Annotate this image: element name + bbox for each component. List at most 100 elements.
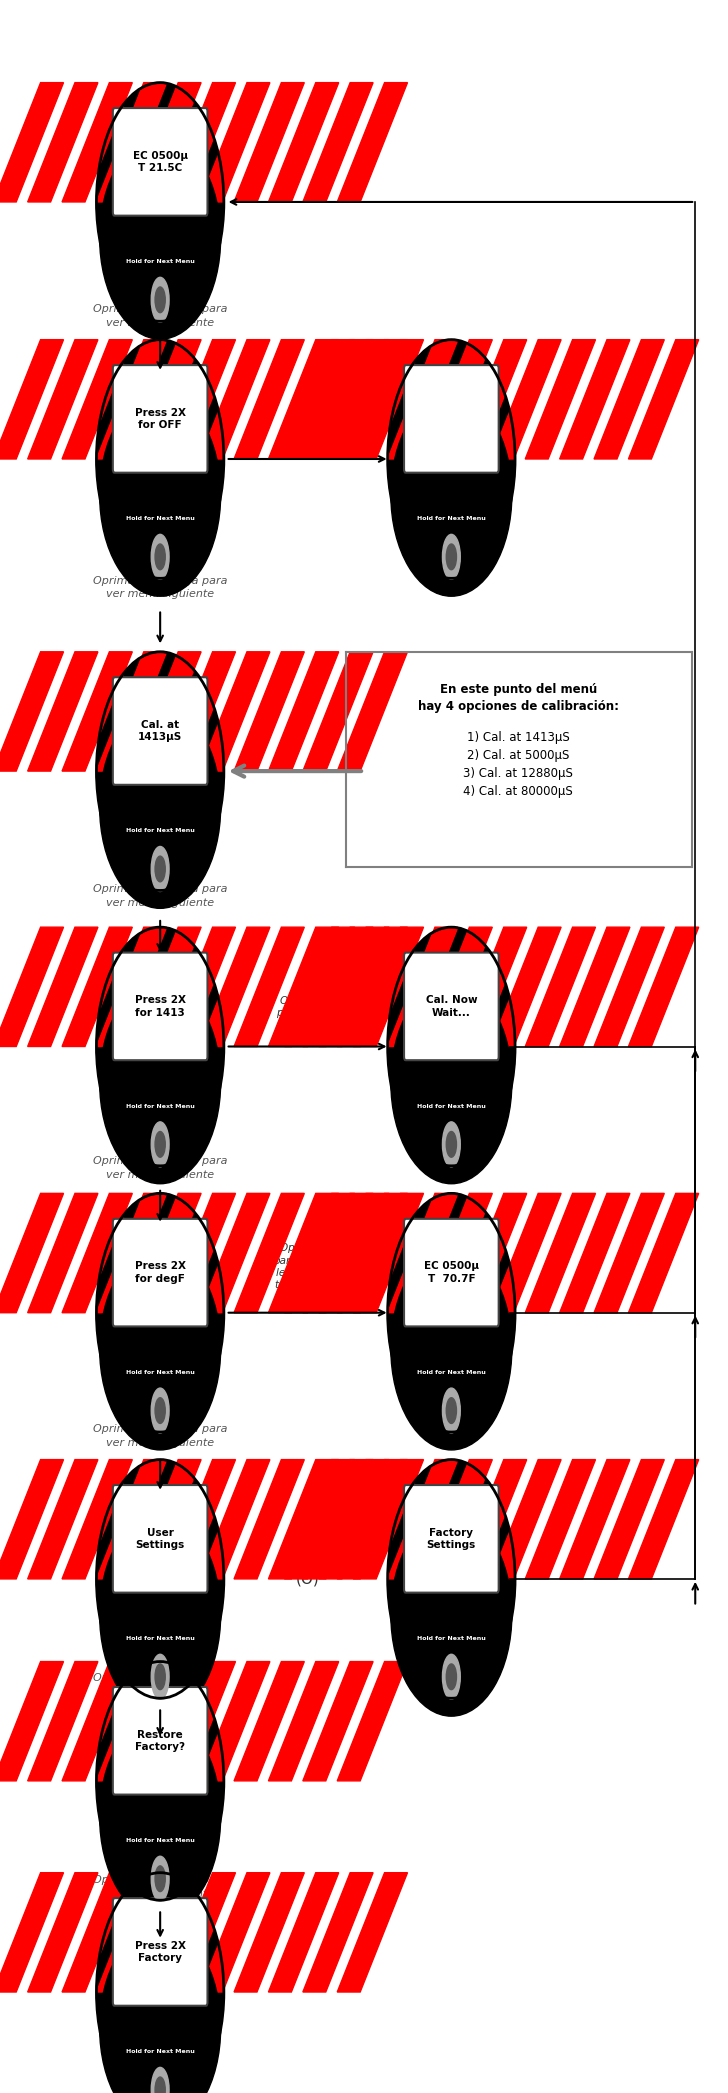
Polygon shape bbox=[269, 927, 339, 1046]
FancyBboxPatch shape bbox=[113, 109, 207, 216]
Text: Hold for Next Menu: Hold for Next Menu bbox=[417, 517, 486, 521]
Polygon shape bbox=[319, 339, 389, 458]
Polygon shape bbox=[353, 927, 424, 1046]
Polygon shape bbox=[594, 339, 664, 458]
Circle shape bbox=[155, 2076, 165, 2093]
Polygon shape bbox=[165, 651, 236, 770]
Polygon shape bbox=[199, 339, 270, 458]
Polygon shape bbox=[131, 1193, 201, 1312]
Polygon shape bbox=[199, 82, 270, 201]
Ellipse shape bbox=[100, 1513, 221, 1716]
Circle shape bbox=[446, 1398, 456, 1423]
Ellipse shape bbox=[100, 1247, 221, 1450]
Text: Oprima y sostenga para
ver menú siguiente: Oprima y sostenga para ver menú siguient… bbox=[93, 303, 227, 329]
Polygon shape bbox=[62, 1459, 132, 1578]
Polygon shape bbox=[234, 1459, 304, 1578]
FancyBboxPatch shape bbox=[113, 1218, 207, 1327]
Polygon shape bbox=[269, 82, 339, 201]
Polygon shape bbox=[456, 1459, 527, 1578]
Polygon shape bbox=[560, 339, 630, 458]
FancyBboxPatch shape bbox=[404, 1218, 499, 1327]
Polygon shape bbox=[0, 927, 63, 1046]
Text: Press 2X
for degF: Press 2X for degF bbox=[135, 1262, 186, 1283]
Ellipse shape bbox=[100, 136, 221, 339]
Ellipse shape bbox=[96, 1662, 223, 1900]
FancyBboxPatch shape bbox=[404, 364, 499, 473]
Polygon shape bbox=[234, 82, 304, 201]
Polygon shape bbox=[303, 1873, 373, 1993]
Circle shape bbox=[151, 534, 169, 580]
Polygon shape bbox=[337, 339, 408, 458]
Ellipse shape bbox=[100, 1926, 221, 2093]
Polygon shape bbox=[96, 1873, 167, 1993]
Polygon shape bbox=[560, 1193, 630, 1312]
Text: Oprima y sostenga para
ver menú siguiente: Oprima y sostenga para ver menú siguient… bbox=[93, 576, 227, 599]
Polygon shape bbox=[526, 1193, 596, 1312]
Circle shape bbox=[446, 1132, 456, 1157]
Polygon shape bbox=[628, 339, 699, 458]
Polygon shape bbox=[165, 1873, 236, 1993]
Ellipse shape bbox=[100, 982, 221, 1185]
Text: Hold for Next Menu: Hold for Next Menu bbox=[417, 1371, 486, 1375]
Text: Oprima y sostenga para
ver menú siguiente: Oprima y sostenga para ver menú siguient… bbox=[93, 1423, 227, 1448]
Polygon shape bbox=[422, 927, 492, 1046]
Ellipse shape bbox=[100, 1716, 221, 1917]
Ellipse shape bbox=[96, 1193, 223, 1432]
Polygon shape bbox=[303, 1193, 373, 1312]
Text: Hold for Next Menu: Hold for Next Menu bbox=[417, 1637, 486, 1641]
Polygon shape bbox=[0, 651, 63, 770]
Circle shape bbox=[151, 278, 169, 322]
Polygon shape bbox=[234, 651, 304, 770]
Text: Oprima y sostenga para
ver menú siguiente: Oprima y sostenga para ver menú siguient… bbox=[93, 883, 227, 908]
Polygon shape bbox=[285, 339, 355, 458]
Polygon shape bbox=[303, 1662, 373, 1781]
Polygon shape bbox=[28, 339, 98, 458]
Circle shape bbox=[151, 846, 169, 892]
Ellipse shape bbox=[387, 1459, 515, 1697]
Polygon shape bbox=[628, 1193, 699, 1312]
Polygon shape bbox=[526, 339, 596, 458]
Circle shape bbox=[151, 2068, 169, 2093]
FancyBboxPatch shape bbox=[113, 678, 207, 785]
Polygon shape bbox=[96, 339, 167, 458]
Circle shape bbox=[155, 1664, 165, 1689]
Polygon shape bbox=[62, 651, 132, 770]
Polygon shape bbox=[526, 927, 596, 1046]
Polygon shape bbox=[28, 927, 98, 1046]
Polygon shape bbox=[131, 1662, 201, 1781]
Polygon shape bbox=[269, 1193, 339, 1312]
Polygon shape bbox=[165, 82, 236, 201]
Polygon shape bbox=[303, 1459, 373, 1578]
Ellipse shape bbox=[100, 393, 221, 597]
FancyBboxPatch shape bbox=[113, 1486, 207, 1593]
Polygon shape bbox=[337, 82, 408, 201]
Polygon shape bbox=[285, 1193, 355, 1312]
Polygon shape bbox=[560, 927, 630, 1046]
Polygon shape bbox=[234, 339, 304, 458]
Circle shape bbox=[155, 1132, 165, 1157]
Text: Hold for Next Menu: Hold for Next Menu bbox=[126, 260, 194, 264]
Polygon shape bbox=[0, 1459, 63, 1578]
Ellipse shape bbox=[391, 1513, 512, 1716]
Polygon shape bbox=[96, 927, 167, 1046]
Polygon shape bbox=[594, 1193, 664, 1312]
Polygon shape bbox=[422, 339, 492, 458]
Text: Hold for Next Menu: Hold for Next Menu bbox=[126, 1103, 194, 1109]
Polygon shape bbox=[96, 1193, 167, 1312]
Text: Hold for Next Menu: Hold for Next Menu bbox=[126, 829, 194, 833]
Polygon shape bbox=[234, 1873, 304, 1993]
Polygon shape bbox=[28, 1662, 98, 1781]
Text: Restore
Factory?: Restore Factory? bbox=[135, 1729, 185, 1752]
Polygon shape bbox=[319, 1459, 389, 1578]
Circle shape bbox=[443, 534, 460, 580]
Polygon shape bbox=[234, 927, 304, 1046]
Polygon shape bbox=[62, 1662, 132, 1781]
Polygon shape bbox=[96, 1459, 167, 1578]
Polygon shape bbox=[269, 651, 339, 770]
Polygon shape bbox=[594, 927, 664, 1046]
Polygon shape bbox=[0, 1662, 63, 1781]
Polygon shape bbox=[131, 651, 201, 770]
Text: Hold for Next Menu: Hold for Next Menu bbox=[126, 1371, 194, 1375]
Circle shape bbox=[446, 1664, 456, 1689]
Polygon shape bbox=[199, 1193, 270, 1312]
